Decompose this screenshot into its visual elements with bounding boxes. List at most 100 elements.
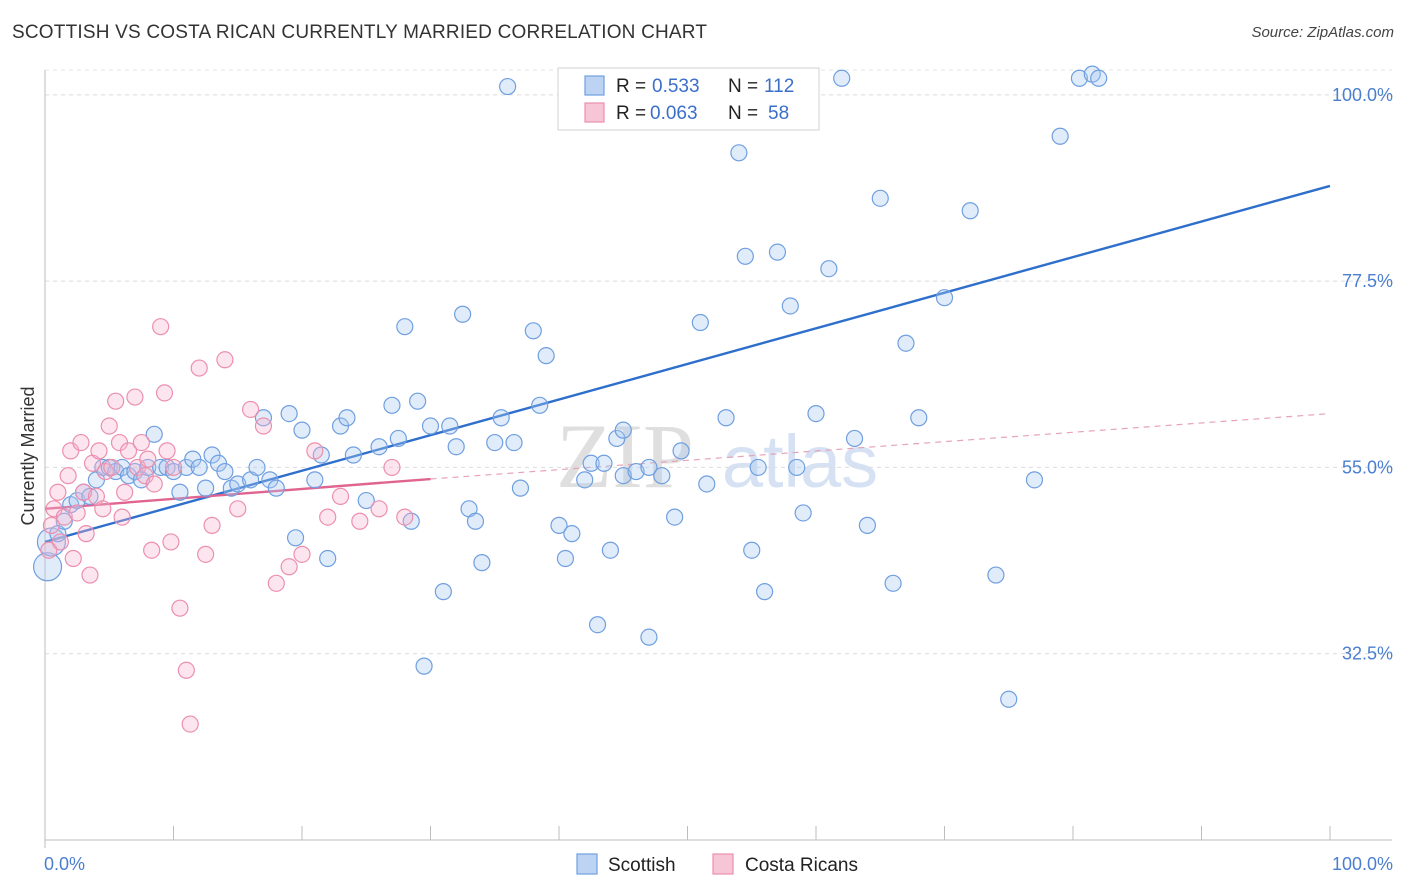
point-scottish-98 <box>807 405 825 423</box>
point-scottish-106 <box>910 409 928 427</box>
legend-r-value-scottish: 0.533 <box>652 76 700 97</box>
point-scottish-63 <box>499 77 517 96</box>
point-costa-ricans-48 <box>267 574 285 592</box>
point-costa-ricans-12 <box>77 525 95 543</box>
point-scottish-108 <box>961 202 979 220</box>
point-scottish-60 <box>473 554 491 572</box>
point-scottish-38 <box>293 421 311 439</box>
point-costa-ricans-34 <box>155 384 174 402</box>
point-costa-ricans-13 <box>81 566 99 584</box>
legend-n-value-scottish: 112 <box>764 76 794 97</box>
point-costa-ricans-4 <box>51 533 70 551</box>
point-scottish-3 <box>55 512 73 530</box>
point-costa-ricans-21 <box>107 392 125 410</box>
point-scottish-113 <box>1070 69 1089 87</box>
x-tick-labels: 0.0% 100.0% <box>44 854 1393 874</box>
point-scottish-90 <box>736 247 754 265</box>
point-costa-ricans-19 <box>100 417 118 435</box>
point-costa-ricans-10 <box>72 433 90 452</box>
point-costa-ricans-20 <box>103 458 121 477</box>
point-scottish-67 <box>531 396 549 414</box>
point-scottish-86 <box>691 313 709 332</box>
point-scottish-94 <box>768 243 787 261</box>
y-tick-labels: 32.5% 55.0% 77.5% 100.0% <box>1332 85 1393 664</box>
point-scottish-74 <box>588 616 607 634</box>
point-costa-ricans-8 <box>64 549 82 568</box>
point-scottish-45 <box>357 491 375 510</box>
point-scottish-0 <box>32 552 63 582</box>
point-costa-ricans-44 <box>216 351 234 369</box>
point-scottish-85 <box>672 442 690 460</box>
point-scottish-1 <box>36 527 67 557</box>
point-scottish-75 <box>595 454 613 472</box>
point-costa-ricans-17 <box>94 500 112 518</box>
point-costa-ricans-40 <box>181 715 199 733</box>
point-scottish-112 <box>1051 127 1069 145</box>
point-scottish-70 <box>556 549 575 568</box>
point-scottish-28 <box>216 462 234 481</box>
point-scottish-35 <box>267 479 285 497</box>
point-scottish-89 <box>730 144 748 162</box>
point-costa-ricans-24 <box>116 483 134 501</box>
point-scottish-109 <box>987 566 1005 584</box>
point-scottish-36 <box>280 405 298 423</box>
point-scottish-105 <box>897 334 915 352</box>
point-costa-ricans-35 <box>158 442 176 460</box>
point-scottish-59 <box>466 512 485 530</box>
legend-swatch-scottish <box>584 75 605 96</box>
y-axis-label: Currently Married <box>18 386 38 525</box>
point-scottish-68 <box>537 347 555 365</box>
legend-n-label-scottish: N = <box>728 76 758 97</box>
point-scottish-92 <box>749 458 767 477</box>
point-scottish-80 <box>627 462 645 481</box>
point-costa-ricans-31 <box>143 541 161 559</box>
grid-lines <box>45 69 1392 655</box>
point-scottish-55 <box>441 417 459 435</box>
point-costa-ricans-57 <box>396 508 414 526</box>
point-scottish-91 <box>743 541 761 559</box>
legend-r-value-costa-ricans: 0.063 <box>650 103 698 124</box>
point-scottish-52 <box>415 657 433 675</box>
y-tick-label-2: 77.5% <box>1342 271 1393 291</box>
point-scottish-110 <box>1000 690 1018 708</box>
trend-line-costa-ricans-extension <box>430 413 1331 480</box>
point-scottish-101 <box>845 429 864 448</box>
point-scottish-100 <box>833 69 851 87</box>
point-scottish-51 <box>409 392 427 410</box>
point-costa-ricans-54 <box>351 512 369 530</box>
point-costa-ricans-47 <box>254 417 273 435</box>
point-costa-ricans-30 <box>139 450 157 468</box>
point-costa-ricans-52 <box>319 508 337 526</box>
point-costa-ricans-43 <box>203 516 221 534</box>
point-costa-ricans-46 <box>242 400 260 419</box>
legend-box: R = 0.533 N = 112 R = 0.063 N = 58 <box>557 67 820 131</box>
point-scottish-103 <box>871 189 889 207</box>
point-scottish-84 <box>666 508 684 526</box>
y-tick-label-1: 55.0% <box>1342 457 1393 477</box>
point-scottish-37 <box>286 529 305 547</box>
legend-swatch-costa-ricans <box>584 102 605 123</box>
point-scottish-93 <box>755 583 774 601</box>
point-costa-ricans-38 <box>171 599 189 617</box>
point-costa-ricans-26 <box>126 388 144 406</box>
x-tick-label-0: 0.0% <box>44 854 85 874</box>
axes <box>44 70 1392 848</box>
watermark-zip: ZIP <box>556 405 694 507</box>
point-scottish-46 <box>370 438 388 456</box>
point-costa-ricans-5 <box>55 508 73 526</box>
point-scottish-30 <box>229 475 247 493</box>
bottom-legend-label-costa-ricans: Costa Ricans <box>745 855 858 876</box>
point-scottish-82 <box>640 458 658 477</box>
point-scottish-39 <box>306 471 324 489</box>
point-costa-ricans-45 <box>229 500 247 518</box>
point-costa-ricans-42 <box>197 545 215 563</box>
data-points <box>32 65 1108 733</box>
point-costa-ricans-28 <box>132 433 150 452</box>
point-scottish-83 <box>653 467 671 485</box>
point-scottish-87 <box>698 475 716 493</box>
point-scottish-49 <box>396 318 414 336</box>
bottom-legend-label-scottish: Scottish <box>608 855 676 876</box>
point-scottish-57 <box>454 305 472 323</box>
point-scottish-104 <box>884 574 902 592</box>
